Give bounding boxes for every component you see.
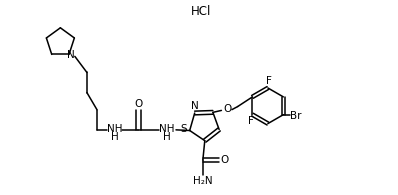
Text: H: H: [111, 132, 118, 142]
Text: S: S: [180, 124, 187, 134]
Text: F: F: [248, 116, 254, 126]
Text: N: N: [191, 101, 199, 111]
Text: O: O: [134, 99, 142, 109]
Text: H: H: [163, 132, 171, 142]
Text: NH: NH: [107, 124, 122, 134]
Text: O: O: [223, 104, 231, 114]
Text: H₂N: H₂N: [193, 176, 213, 186]
Text: N: N: [67, 50, 74, 60]
Text: F: F: [266, 76, 271, 86]
Text: NH: NH: [159, 124, 175, 134]
Text: Br: Br: [290, 111, 301, 121]
Text: O: O: [220, 155, 229, 165]
Text: HCl: HCl: [191, 5, 211, 18]
